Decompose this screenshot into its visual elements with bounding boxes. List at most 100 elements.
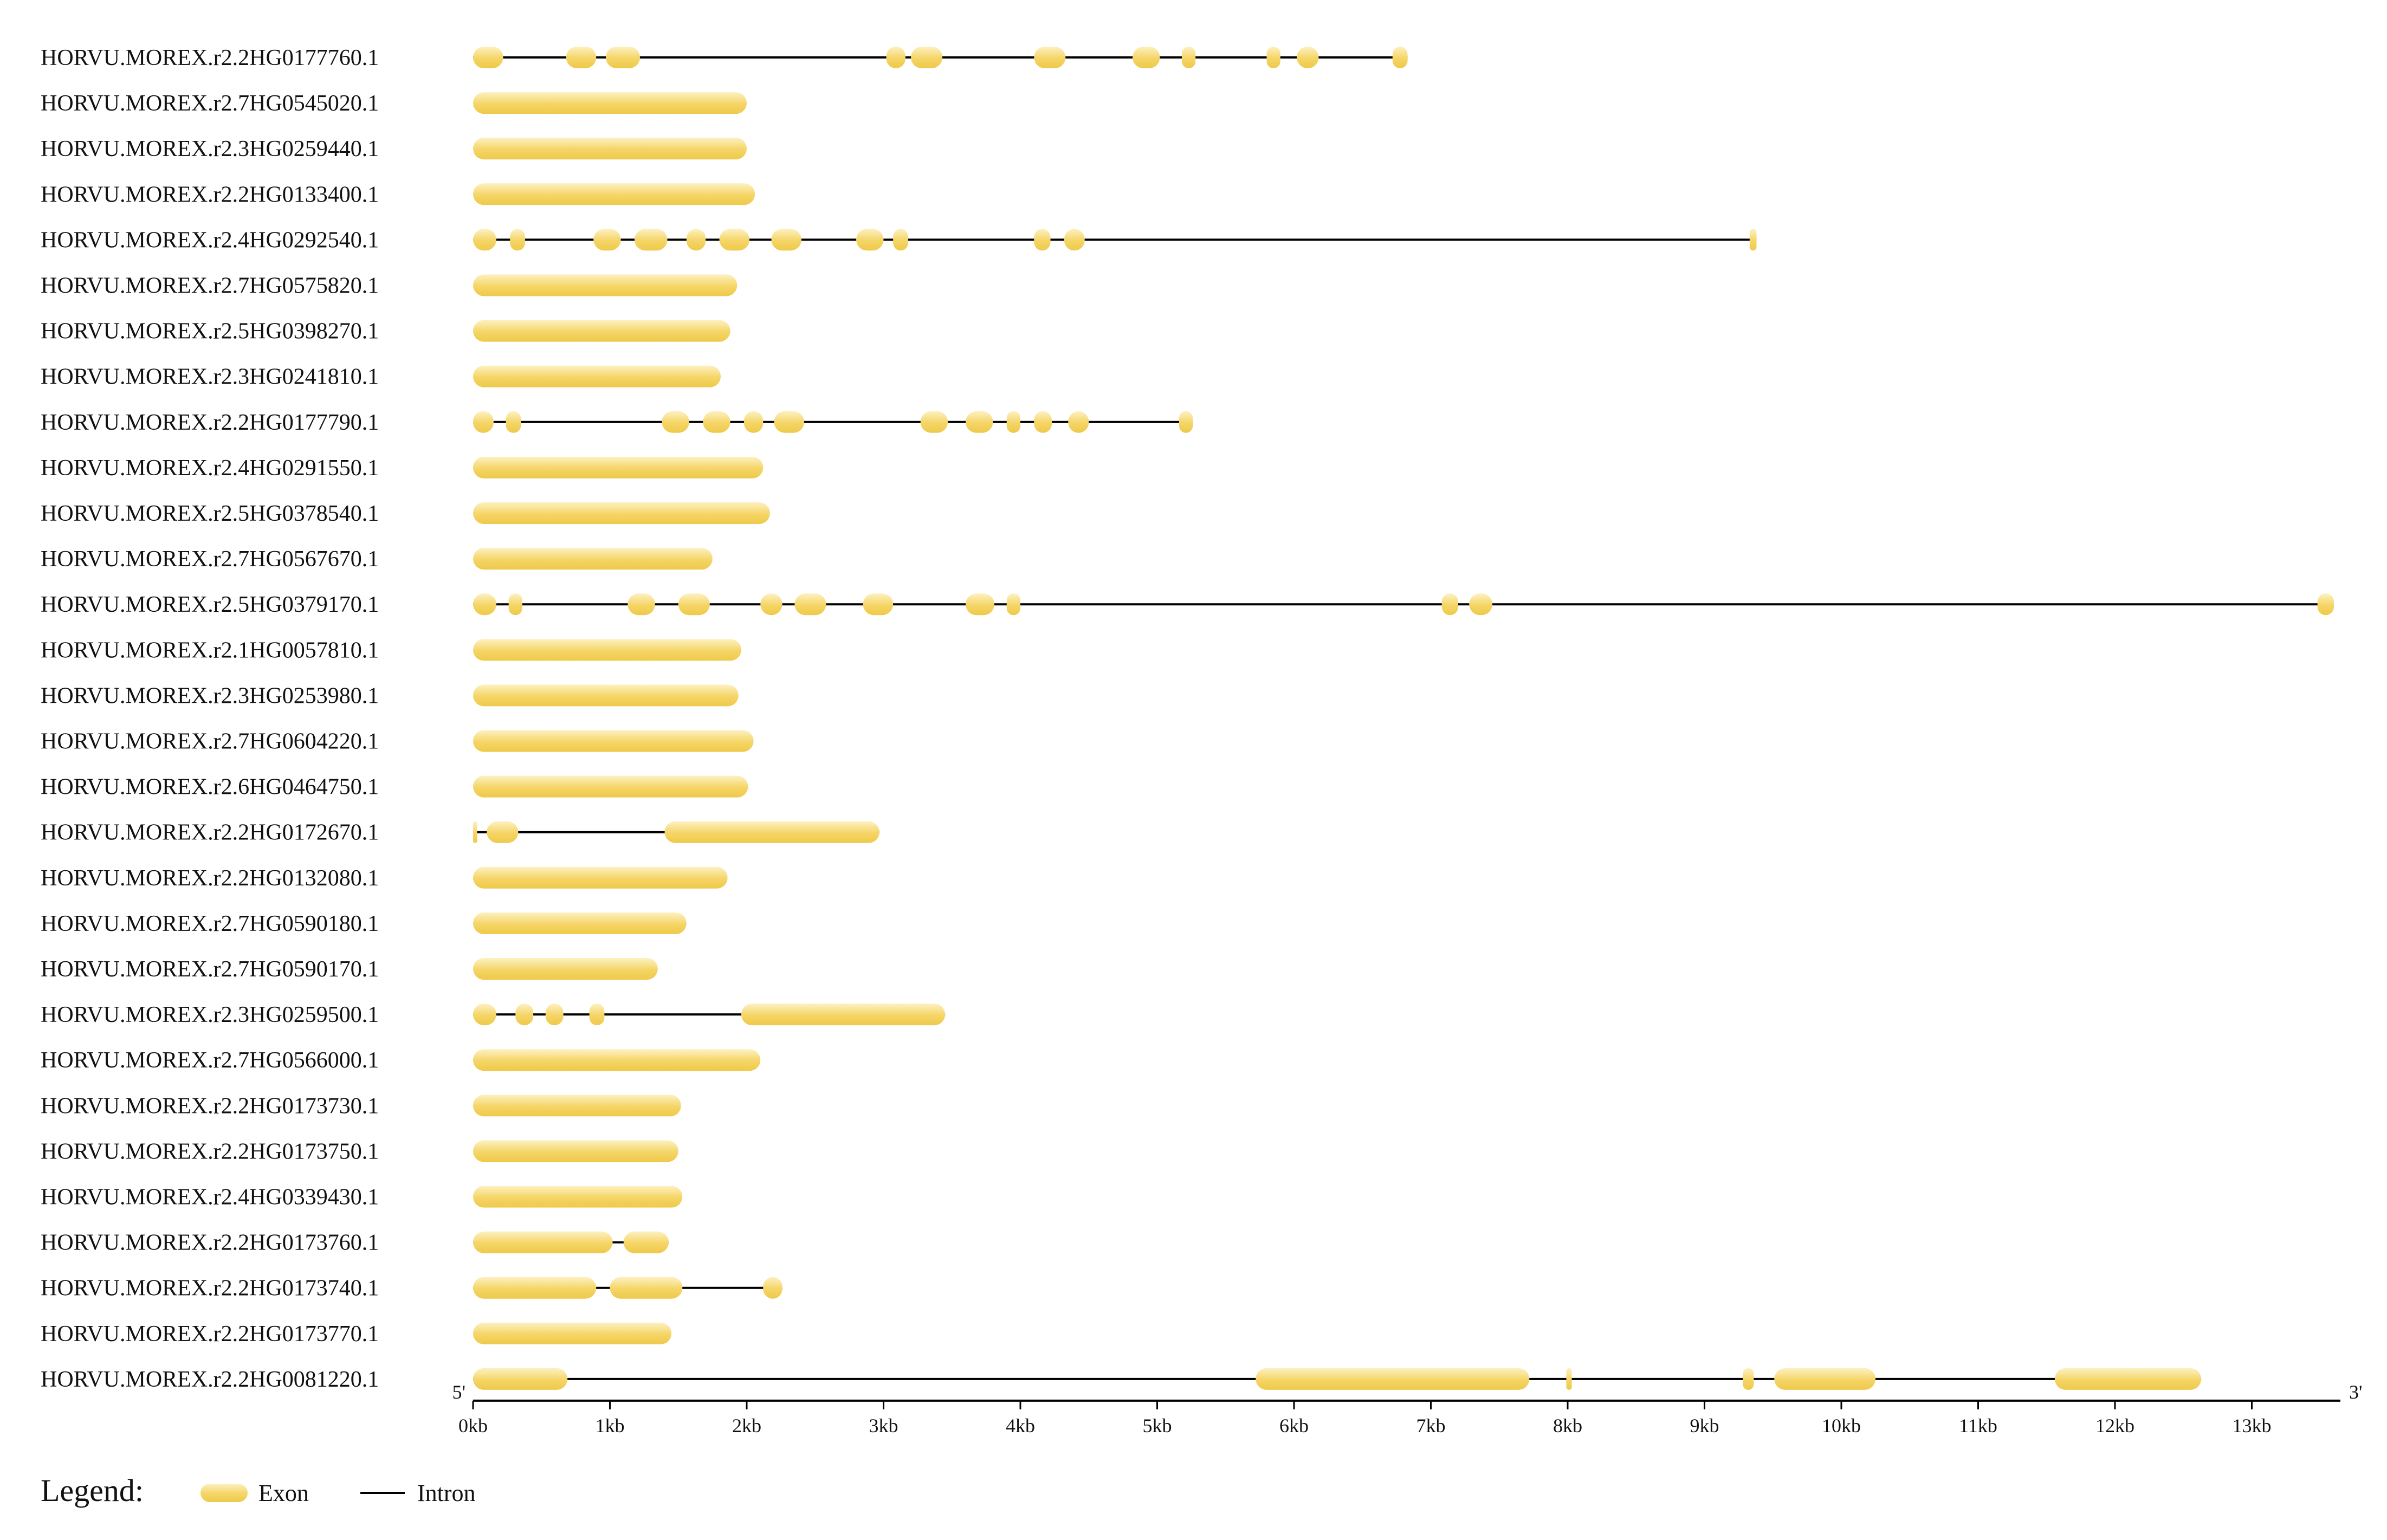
tick-label: 3kb <box>869 1415 898 1437</box>
gene-id-label: HORVU.MOREX.r2.3HG0259440.1 <box>41 137 379 161</box>
gene-row: HORVU.MOREX.r2.2HG0133400.1 <box>41 182 755 207</box>
exon-block <box>473 775 748 798</box>
gene-id-label: HORVU.MOREX.r2.1HG0057810.1 <box>41 638 379 663</box>
tick-label: 8kb <box>1553 1415 1582 1437</box>
gene-rows: HORVU.MOREX.r2.2HG0177760.1 HORVU.MOREX.r… <box>41 46 2334 1392</box>
exon-block <box>634 229 668 251</box>
legend-exon-swatch <box>200 1484 248 1502</box>
exon-block <box>1181 47 1196 68</box>
exon-block <box>741 1004 946 1026</box>
exon-block <box>473 821 477 843</box>
exon-block <box>760 593 782 616</box>
gene-row: HORVU.MOREX.r2.7HG0575820.1 <box>41 274 738 299</box>
exon-block <box>1006 593 1020 616</box>
tick-label: 11kb <box>1959 1415 1997 1437</box>
exon-block <box>771 229 801 251</box>
five-prime-label: 5' <box>452 1381 466 1403</box>
exon-block <box>1064 229 1085 251</box>
exon-block <box>920 411 948 433</box>
gene-row: HORVU.MOREX.r2.3HG0241810.1 <box>41 365 721 390</box>
legend-exon-label: Exon <box>258 1480 309 1506</box>
exon-block <box>473 958 658 980</box>
exon-block <box>473 320 730 342</box>
exon-block <box>1566 1368 1572 1390</box>
exon-block <box>508 593 522 616</box>
gene-row: HORVU.MOREX.r2.2HG0081220.1 <box>41 1367 2202 1392</box>
exon-block <box>566 47 597 68</box>
legend: Legend: Exon Intron <box>41 1473 476 1508</box>
exon-block <box>473 274 738 296</box>
exon-block <box>545 1004 564 1026</box>
exon-block <box>473 639 741 661</box>
gene-id-label: HORVU.MOREX.r2.3HG0259500.1 <box>41 1002 379 1027</box>
exon-block <box>1441 593 1458 616</box>
exon-block <box>1469 593 1493 616</box>
exon-block <box>473 593 496 616</box>
gene-row: HORVU.MOREX.r2.7HG0590180.1 <box>41 911 687 936</box>
gene-row: HORVU.MOREX.r2.2HG0173770.1 <box>41 1322 672 1347</box>
exon-block <box>1034 229 1051 251</box>
exon-block <box>1034 411 1052 433</box>
exon-block <box>886 47 905 68</box>
gene-id-label: HORVU.MOREX.r2.2HG0173770.1 <box>41 1322 379 1347</box>
gene-id-label: HORVU.MOREX.r2.2HG0081220.1 <box>41 1367 379 1392</box>
tick-label: 2kb <box>732 1415 761 1437</box>
exon-block <box>605 47 641 68</box>
exon-block <box>473 1049 761 1071</box>
exon-block <box>743 411 764 433</box>
gene-id-label: HORVU.MOREX.r2.4HG0291550.1 <box>41 456 379 481</box>
gene-row: HORVU.MOREX.r2.2HG0173730.1 <box>41 1093 681 1118</box>
exon-block <box>863 593 894 616</box>
tick-label: 0kb <box>458 1415 488 1437</box>
exon-block <box>515 1004 534 1026</box>
exon-block <box>1743 1368 1754 1390</box>
gene-id-label: HORVU.MOREX.r2.4HG0292540.1 <box>41 228 379 253</box>
gene-row: HORVU.MOREX.r2.4HG0292540.1 <box>41 228 1757 253</box>
exon-block <box>473 730 754 752</box>
gene-row: HORVU.MOREX.r2.7HG0590170.1 <box>41 957 658 982</box>
gene-row: HORVU.MOREX.r2.5HG0378540.1 <box>41 501 770 526</box>
exon-block <box>473 1368 568 1390</box>
gene-id-label: HORVU.MOREX.r2.2HG0173750.1 <box>41 1139 379 1164</box>
exon-block <box>1392 47 1408 68</box>
exon-block <box>1034 47 1066 68</box>
exon-block <box>966 411 993 433</box>
gene-row: HORVU.MOREX.r2.1HG0057810.1 <box>41 638 741 663</box>
exon-block <box>794 593 826 616</box>
gene-id-label: HORVU.MOREX.r2.3HG0253980.1 <box>41 683 379 708</box>
exon-block <box>1774 1368 1876 1390</box>
exon-block <box>473 138 747 160</box>
exon-block <box>662 411 689 433</box>
gene-row: HORVU.MOREX.r2.4HG0291550.1 <box>41 456 764 481</box>
exon-block <box>2054 1368 2202 1390</box>
gene-row: HORVU.MOREX.r2.3HG0253980.1 <box>41 683 739 708</box>
exon-block <box>473 92 747 114</box>
exon-block <box>1256 1368 1530 1390</box>
exon-block <box>473 1231 613 1253</box>
exon-block <box>473 684 739 707</box>
gene-row: HORVU.MOREX.r2.2HG0173750.1 <box>41 1139 678 1164</box>
exon-block <box>678 593 710 616</box>
gene-row: HORVU.MOREX.r2.4HG0339430.1 <box>41 1185 683 1210</box>
exon-block <box>686 229 706 251</box>
exon-block <box>610 1277 683 1299</box>
exon-block <box>473 183 755 205</box>
scale-axis: 5' 3' 0kb 1kb 2kb 3kb 4kb 5kb 6kb 7kb 8kb 9kb 10kb… <box>452 1381 2363 1437</box>
exon-block <box>719 229 750 251</box>
exon-block <box>1749 229 1757 251</box>
exon-block <box>774 411 805 433</box>
gene-row: HORVU.MOREX.r2.5HG0398270.1 <box>41 319 730 344</box>
exon-block <box>473 548 713 570</box>
gene-row: HORVU.MOREX.r2.3HG0259500.1 <box>41 1002 946 1027</box>
exon-block <box>473 1095 681 1117</box>
gene-id-label: HORVU.MOREX.r2.2HG0177760.1 <box>41 46 379 70</box>
exon-block <box>966 593 995 616</box>
exon-block <box>473 229 496 251</box>
exon-block <box>473 912 687 934</box>
gene-row: HORVU.MOREX.r2.2HG0177760.1 <box>41 46 1408 70</box>
gene-id-label: HORVU.MOREX.r2.2HG0173740.1 <box>41 1276 379 1301</box>
tick-label: 6kb <box>1279 1415 1309 1437</box>
exon-block <box>763 1277 782 1299</box>
legend-intron-label: Intron <box>417 1480 476 1506</box>
